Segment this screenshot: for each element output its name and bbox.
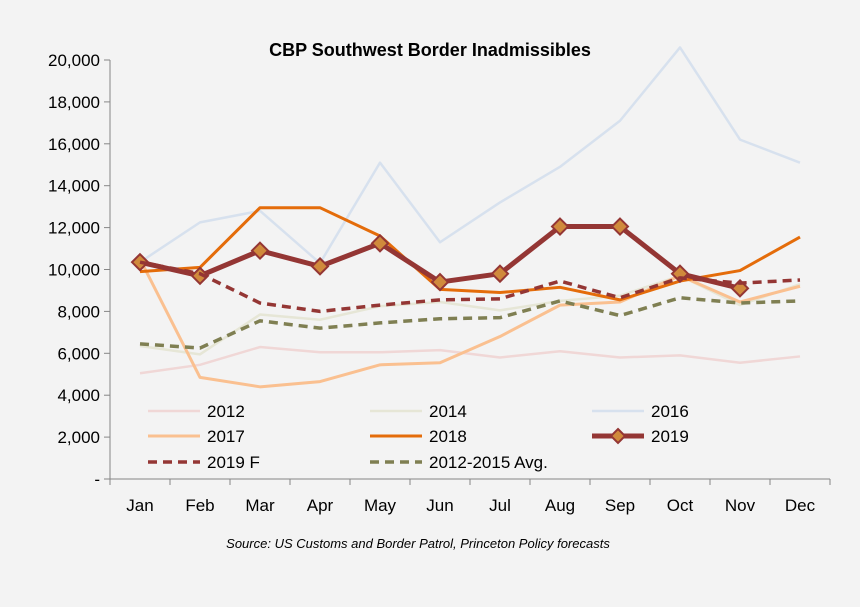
data-point-marker — [550, 217, 570, 236]
series-line-2012 — [139, 345, 801, 375]
legend-label: 2012-2015 Avg. — [429, 453, 548, 472]
data-point-marker — [370, 233, 390, 253]
legend-marker — [609, 427, 627, 445]
legend-label: 2014 — [429, 402, 467, 421]
data-point-marker — [610, 217, 630, 236]
data-point-marker — [190, 266, 210, 286]
legend-label: 2016 — [651, 402, 689, 421]
y-tick-label: 2,000 — [57, 428, 100, 447]
source-note: Source: US Customs and Border Patrol, Pr… — [226, 536, 610, 551]
legend-label: 2012 — [207, 402, 245, 421]
series-line-2016 — [139, 46, 801, 265]
data-point-marker — [490, 264, 510, 284]
x-tick-label: Jan — [126, 496, 153, 515]
series-line-2018 — [139, 206, 801, 302]
y-tick-label: 8,000 — [57, 302, 100, 321]
y-tick-label: 4,000 — [57, 386, 100, 405]
legend-label: 2018 — [429, 427, 467, 446]
series-lines — [130, 46, 801, 389]
data-point-marker — [310, 256, 330, 276]
x-tick-label: Oct — [667, 496, 694, 515]
axes: - 2,000 4,000 6,000 8,000 10,000 12,000 14,000 1… — [48, 51, 831, 515]
data-point-marker — [250, 241, 270, 261]
y-tick-label: 18,000 — [48, 93, 100, 112]
y-tick-label: 12,000 — [48, 219, 100, 238]
legend-label: 2019 — [651, 427, 689, 446]
x-tick-label: Mar — [245, 496, 275, 515]
legend-label: 2019 F — [207, 453, 260, 472]
x-tick-label: Sep — [605, 496, 635, 515]
x-tick-label: Aug — [545, 496, 575, 515]
y-tick-label: - — [94, 470, 100, 489]
x-tick-label: Nov — [725, 496, 756, 515]
x-tick-label: Apr — [307, 496, 334, 515]
x-tick-label: May — [364, 496, 397, 515]
y-tick-label: 14,000 — [48, 177, 100, 196]
legend-label: 2017 — [207, 427, 245, 446]
x-tick-label: Dec — [785, 496, 816, 515]
y-tick-label: 10,000 — [48, 261, 100, 280]
y-tick-label: 6,000 — [57, 344, 100, 363]
x-tick-label: Jul — [489, 496, 511, 515]
chart-title: CBP Southwest Border Inadmissibles — [269, 40, 591, 60]
x-tick-label: Feb — [185, 496, 214, 515]
x-tick-label: Jun — [426, 496, 453, 515]
series-line-2014 — [139, 274, 801, 356]
series-line-2012-2015-avg- — [139, 296, 801, 350]
y-tick-label: 16,000 — [48, 135, 100, 154]
y-tick-label: 20,000 — [48, 51, 100, 70]
legend: 2012 2014 2016 2017 2018 2019 2019 F 2012-2015 … — [148, 402, 689, 472]
data-point-marker — [430, 272, 450, 292]
